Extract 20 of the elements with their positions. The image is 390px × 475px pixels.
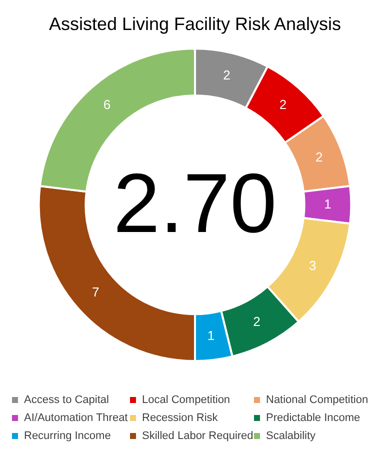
data-label: 3 bbox=[308, 258, 316, 274]
legend-label: Local Competition bbox=[142, 394, 230, 406]
data-label: 1 bbox=[207, 328, 215, 344]
data-label: 6 bbox=[103, 97, 111, 112]
data-label: 2 bbox=[253, 314, 260, 329]
data-label: 2 bbox=[223, 67, 230, 82]
text: 2.70 bbox=[113, 156, 277, 250]
legend-label: Skilled Labor Required bbox=[142, 430, 254, 442]
legend-label: Recurring Income bbox=[24, 430, 111, 442]
data-label: 2 bbox=[279, 97, 287, 112]
chart-title: Assisted Living Facility Risk Analysis bbox=[48, 14, 342, 34]
legend-label: AI/Automation Threat bbox=[24, 412, 128, 424]
legend-label: Recession Risk bbox=[142, 412, 218, 424]
data-label: 7 bbox=[92, 284, 100, 300]
legend-label: Scalability bbox=[266, 430, 316, 442]
legend-label: Access to Capital bbox=[24, 394, 109, 406]
legend-label: National Competition bbox=[266, 394, 368, 406]
data-label: 1 bbox=[324, 196, 332, 212]
legend-label: Predictable Income bbox=[266, 412, 360, 424]
data-label: 2 bbox=[316, 149, 323, 164]
